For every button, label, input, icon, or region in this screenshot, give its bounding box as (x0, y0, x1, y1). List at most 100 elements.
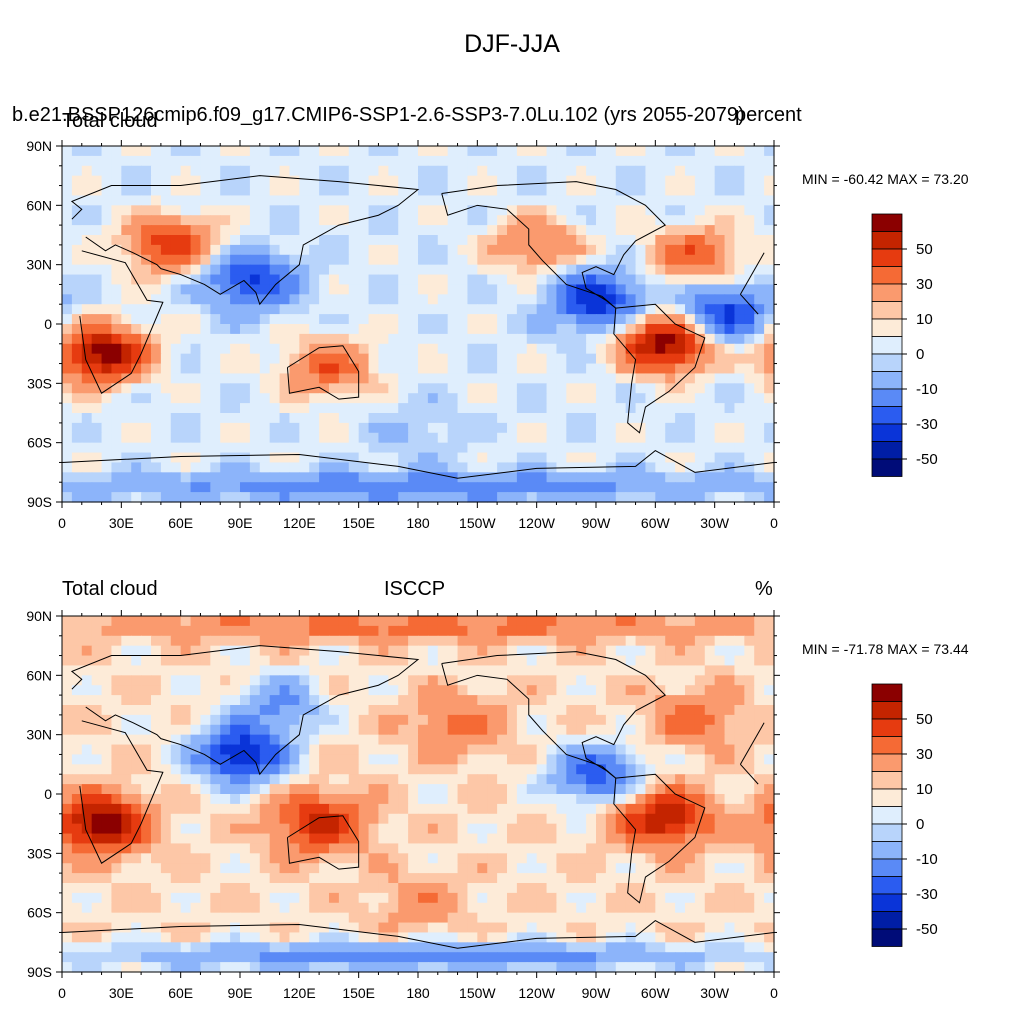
contour-cell (289, 284, 300, 295)
contour-cell (418, 492, 429, 503)
contour-cell (388, 452, 399, 464)
contour-cell (408, 442, 419, 454)
contour-cell (467, 853, 478, 864)
contour-cell (605, 254, 617, 266)
contour-cell (121, 853, 132, 864)
contour-cell (447, 843, 459, 854)
contour-cell (378, 645, 389, 657)
contour-cell (338, 373, 350, 384)
contour-cell (516, 883, 528, 894)
contour-cell (299, 705, 310, 716)
contour-cell (368, 146, 380, 157)
contour-cell (418, 705, 429, 716)
contour-cell (329, 165, 340, 177)
contour-cell (576, 175, 587, 187)
contour-cell (546, 616, 558, 627)
contour-cell (141, 254, 152, 266)
contour-cell (556, 655, 567, 667)
contour-cell (408, 912, 419, 924)
contour-cell (131, 284, 142, 295)
contour-cell (62, 695, 73, 706)
contour-cell (487, 695, 498, 706)
contour-cell (170, 625, 182, 637)
contour-cell (269, 695, 281, 706)
contour-cell (170, 774, 182, 785)
contour-cell (516, 452, 528, 464)
contour-cell (121, 254, 132, 266)
contour-cell (546, 155, 558, 167)
contour-cell (180, 195, 192, 206)
contour-cell (329, 284, 340, 295)
contour-cell (566, 403, 577, 414)
contour-cell (348, 873, 360, 884)
contour-cell (368, 695, 380, 706)
contour-cell (71, 324, 83, 335)
contour-cell (447, 413, 459, 424)
contour-cell (338, 625, 350, 637)
contour-cell (427, 616, 439, 627)
contour-cell (694, 422, 706, 434)
contour-cell (694, 225, 706, 236)
contour-cell (269, 616, 281, 627)
contour-cell (744, 883, 755, 894)
contour-cell (91, 784, 103, 795)
contour-cell (665, 724, 676, 736)
contour-cell (210, 853, 221, 864)
contour-cell (259, 403, 271, 414)
contour-cell (734, 843, 745, 854)
contour-cell (299, 492, 310, 503)
contour-cell (714, 482, 726, 493)
contour-cell (200, 492, 211, 503)
contour-cell (358, 274, 370, 286)
contour-cell (615, 244, 627, 256)
contour-cell (368, 665, 380, 676)
contour-cell (704, 393, 716, 404)
contour-cell (734, 462, 745, 473)
contour-cell (388, 333, 399, 345)
contour-cell (694, 734, 706, 746)
contour-cell (497, 714, 508, 726)
contour-cell (566, 833, 577, 845)
contour-cell (714, 764, 726, 775)
contour-cell (516, 403, 528, 414)
contour-cell (526, 754, 538, 765)
contour-cell (665, 902, 676, 914)
contour-cell (497, 304, 508, 315)
contour-cell (546, 363, 558, 375)
contour-cell (586, 665, 597, 676)
contour-cell (625, 294, 637, 305)
contour-cell (358, 482, 370, 493)
contour-cell (121, 616, 132, 627)
contour-cell (437, 482, 449, 493)
contour-cell (605, 155, 617, 167)
contour-cell (101, 902, 113, 914)
contour-cell (190, 175, 202, 187)
contour-cell (101, 823, 113, 835)
contour-cell (566, 482, 577, 493)
contour-cell (269, 373, 281, 384)
contour-cell (507, 185, 518, 197)
contour-cell (220, 195, 231, 206)
contour-cell (299, 784, 310, 795)
contour-cell (477, 343, 488, 355)
contour-cell (289, 294, 300, 305)
contour-cell (358, 422, 370, 434)
contour-cell (170, 462, 182, 473)
contour-cell (180, 304, 192, 315)
contour-cell (338, 185, 350, 197)
contour-cell (744, 422, 755, 434)
contour-cell (91, 645, 103, 657)
contour-cell (427, 442, 439, 454)
contour-cell (467, 685, 478, 696)
contour-cell (309, 635, 320, 647)
contour-cell (81, 185, 93, 197)
contour-cell (694, 235, 706, 246)
contour-cell (457, 353, 469, 365)
contour-cell (121, 422, 132, 434)
contour-cell (230, 714, 241, 726)
contour-cell (279, 284, 291, 295)
contour-cell (685, 333, 696, 345)
contour-cell (71, 393, 83, 404)
contour-cell (240, 215, 251, 226)
contour-cell (279, 235, 291, 246)
